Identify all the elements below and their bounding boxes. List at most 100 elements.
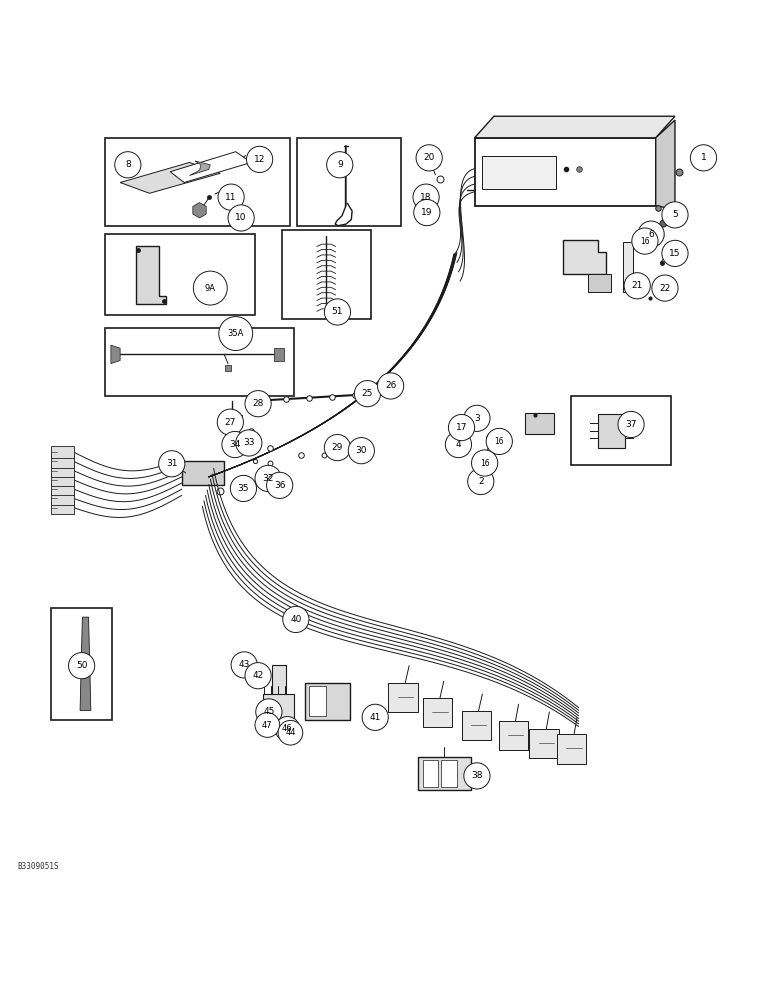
Circle shape (354, 381, 381, 407)
Bar (418, 757, 471, 790)
Bar (105, 234, 255, 315)
Circle shape (218, 317, 252, 351)
Circle shape (362, 704, 388, 730)
Circle shape (327, 152, 353, 178)
Circle shape (324, 299, 350, 325)
Circle shape (652, 275, 678, 301)
Bar (181, 461, 224, 485)
Bar (51, 502, 74, 514)
Bar (305, 683, 350, 720)
Text: 51: 51 (332, 307, 344, 316)
Bar (557, 734, 587, 764)
Polygon shape (171, 152, 251, 183)
Circle shape (618, 411, 644, 438)
Bar (309, 686, 326, 716)
Text: 21: 21 (631, 281, 643, 290)
Circle shape (449, 414, 475, 441)
Circle shape (218, 184, 244, 210)
Text: 9A: 9A (205, 284, 216, 293)
Circle shape (230, 475, 256, 502)
Text: 11: 11 (225, 193, 237, 202)
Bar (51, 608, 113, 720)
Text: 6: 6 (648, 230, 654, 239)
Bar (482, 156, 556, 189)
Text: 44: 44 (285, 728, 296, 737)
Text: 1: 1 (701, 153, 706, 162)
Text: 33: 33 (243, 438, 255, 447)
Text: 17: 17 (455, 423, 467, 432)
Bar (442, 760, 457, 787)
Text: 35: 35 (238, 484, 249, 493)
Text: 43: 43 (239, 660, 250, 669)
Text: 16: 16 (640, 237, 650, 246)
Text: 12: 12 (254, 155, 266, 164)
Circle shape (115, 152, 141, 178)
Text: 22: 22 (659, 284, 671, 293)
Circle shape (472, 450, 498, 476)
Circle shape (222, 431, 248, 458)
Text: 20: 20 (424, 153, 435, 162)
Bar (262, 694, 293, 723)
Text: 16: 16 (495, 437, 504, 446)
Circle shape (245, 391, 271, 417)
Bar (388, 683, 418, 712)
Bar (499, 721, 528, 750)
Bar (462, 711, 491, 740)
Bar (105, 328, 293, 396)
Text: 38: 38 (471, 771, 482, 780)
Text: 34: 34 (229, 440, 241, 449)
Polygon shape (136, 246, 167, 304)
Circle shape (414, 199, 440, 226)
Text: 2: 2 (478, 477, 483, 486)
Text: B3309051S: B3309051S (18, 862, 59, 871)
Text: 31: 31 (166, 459, 178, 468)
Circle shape (413, 184, 439, 210)
Text: 47: 47 (262, 721, 273, 730)
Circle shape (283, 606, 309, 633)
Polygon shape (274, 348, 284, 361)
Text: 3: 3 (474, 414, 480, 423)
Polygon shape (588, 274, 611, 292)
Circle shape (228, 205, 254, 231)
Text: 9: 9 (337, 160, 343, 169)
Text: 37: 37 (625, 420, 637, 429)
Circle shape (278, 720, 303, 745)
Text: 25: 25 (362, 389, 373, 398)
Bar (51, 465, 74, 477)
Bar (598, 414, 625, 448)
Text: 45: 45 (263, 707, 275, 716)
Bar (423, 698, 452, 727)
Text: 30: 30 (356, 446, 367, 455)
Circle shape (255, 465, 281, 492)
Circle shape (416, 145, 442, 171)
Bar (51, 455, 74, 468)
Bar (571, 396, 671, 465)
Text: 5: 5 (672, 210, 678, 219)
Circle shape (464, 405, 490, 431)
Circle shape (662, 202, 688, 228)
Circle shape (468, 468, 494, 495)
Circle shape (193, 271, 227, 305)
Circle shape (690, 145, 716, 171)
Polygon shape (80, 617, 91, 710)
Bar (51, 492, 74, 505)
Circle shape (246, 146, 273, 172)
Text: 42: 42 (252, 671, 264, 680)
Text: 32: 32 (262, 474, 274, 483)
Bar (51, 483, 74, 495)
Circle shape (486, 428, 513, 455)
Circle shape (69, 653, 95, 679)
Text: 4: 4 (455, 440, 461, 449)
Text: 27: 27 (225, 418, 236, 427)
Polygon shape (189, 161, 210, 176)
Text: 29: 29 (332, 443, 343, 452)
Text: 46: 46 (282, 724, 293, 733)
Circle shape (275, 717, 300, 741)
Bar (282, 230, 371, 319)
Text: 19: 19 (421, 208, 432, 217)
Circle shape (266, 472, 293, 498)
Text: 8: 8 (125, 160, 130, 169)
Circle shape (245, 663, 271, 689)
Circle shape (662, 240, 688, 267)
Polygon shape (623, 242, 632, 292)
